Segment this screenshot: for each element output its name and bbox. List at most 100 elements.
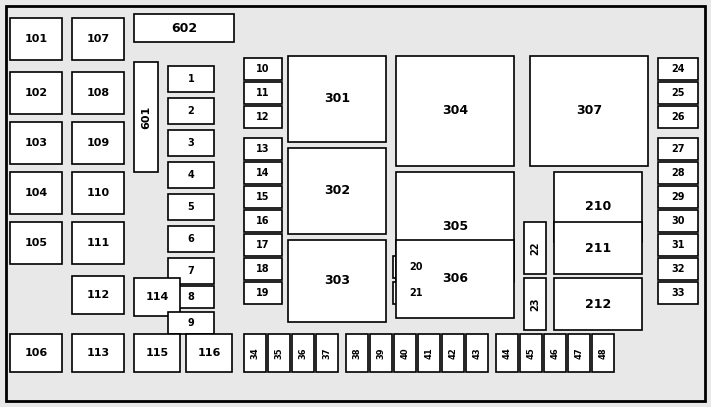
Text: 306: 306 <box>442 273 468 285</box>
FancyBboxPatch shape <box>554 222 642 274</box>
Text: 46: 46 <box>550 347 560 359</box>
Text: 107: 107 <box>87 34 109 44</box>
FancyBboxPatch shape <box>396 240 514 318</box>
FancyBboxPatch shape <box>658 82 698 104</box>
Text: 22: 22 <box>530 241 540 255</box>
FancyBboxPatch shape <box>72 334 124 372</box>
Text: 11: 11 <box>256 88 269 98</box>
FancyBboxPatch shape <box>10 122 62 164</box>
Text: 8: 8 <box>188 292 194 302</box>
FancyBboxPatch shape <box>244 186 282 208</box>
FancyBboxPatch shape <box>592 334 614 372</box>
Text: 12: 12 <box>256 112 269 122</box>
FancyBboxPatch shape <box>72 222 124 264</box>
FancyBboxPatch shape <box>658 282 698 304</box>
FancyBboxPatch shape <box>658 234 698 256</box>
Text: 3: 3 <box>188 138 194 148</box>
FancyBboxPatch shape <box>10 18 62 60</box>
Text: 110: 110 <box>87 188 109 198</box>
Text: 42: 42 <box>449 347 457 359</box>
Text: 14: 14 <box>256 168 269 178</box>
FancyBboxPatch shape <box>658 106 698 128</box>
Text: 17: 17 <box>256 240 269 250</box>
FancyBboxPatch shape <box>72 72 124 114</box>
FancyBboxPatch shape <box>244 210 282 232</box>
Text: 602: 602 <box>171 22 197 35</box>
FancyBboxPatch shape <box>168 98 214 124</box>
Text: 4: 4 <box>188 170 194 180</box>
Text: 32: 32 <box>671 264 685 274</box>
FancyBboxPatch shape <box>466 334 488 372</box>
Text: 304: 304 <box>442 105 468 118</box>
Text: 210: 210 <box>585 201 611 214</box>
Text: 106: 106 <box>24 348 48 358</box>
FancyBboxPatch shape <box>288 56 386 142</box>
Text: 30: 30 <box>671 216 685 226</box>
FancyBboxPatch shape <box>168 258 214 284</box>
FancyBboxPatch shape <box>524 222 546 274</box>
FancyBboxPatch shape <box>396 172 514 282</box>
Text: 26: 26 <box>671 112 685 122</box>
Text: 302: 302 <box>324 184 350 197</box>
FancyBboxPatch shape <box>168 66 214 92</box>
Text: 38: 38 <box>353 347 361 359</box>
Text: 113: 113 <box>87 348 109 358</box>
Text: 116: 116 <box>198 348 220 358</box>
Text: 115: 115 <box>146 348 169 358</box>
FancyBboxPatch shape <box>72 172 124 214</box>
FancyBboxPatch shape <box>134 14 234 42</box>
Text: 303: 303 <box>324 274 350 287</box>
FancyBboxPatch shape <box>134 278 180 316</box>
FancyBboxPatch shape <box>72 18 124 60</box>
Text: 41: 41 <box>424 347 434 359</box>
FancyBboxPatch shape <box>346 334 368 372</box>
Text: 601: 601 <box>141 105 151 129</box>
FancyBboxPatch shape <box>520 334 542 372</box>
FancyBboxPatch shape <box>244 162 282 184</box>
Text: 105: 105 <box>24 238 48 248</box>
FancyBboxPatch shape <box>496 334 518 372</box>
FancyBboxPatch shape <box>658 210 698 232</box>
FancyBboxPatch shape <box>658 138 698 160</box>
Text: 31: 31 <box>671 240 685 250</box>
FancyBboxPatch shape <box>244 82 282 104</box>
Text: 307: 307 <box>576 105 602 118</box>
FancyBboxPatch shape <box>244 234 282 256</box>
Text: 13: 13 <box>256 144 269 154</box>
FancyBboxPatch shape <box>244 138 282 160</box>
Text: 39: 39 <box>377 347 385 359</box>
FancyBboxPatch shape <box>244 282 282 304</box>
Text: 5: 5 <box>188 202 194 212</box>
FancyBboxPatch shape <box>524 278 546 330</box>
Text: 33: 33 <box>671 288 685 298</box>
FancyBboxPatch shape <box>554 278 642 330</box>
FancyBboxPatch shape <box>530 56 648 166</box>
FancyBboxPatch shape <box>268 334 290 372</box>
Text: 24: 24 <box>671 64 685 74</box>
FancyBboxPatch shape <box>10 172 62 214</box>
FancyBboxPatch shape <box>6 6 705 401</box>
Text: 28: 28 <box>671 168 685 178</box>
Text: 43: 43 <box>473 347 481 359</box>
FancyBboxPatch shape <box>10 334 62 372</box>
Text: 305: 305 <box>442 221 468 234</box>
FancyBboxPatch shape <box>568 334 590 372</box>
Text: 20: 20 <box>410 262 423 272</box>
FancyBboxPatch shape <box>292 334 314 372</box>
Text: 47: 47 <box>574 347 584 359</box>
Text: 25: 25 <box>671 88 685 98</box>
Text: 1: 1 <box>188 74 194 84</box>
FancyBboxPatch shape <box>244 106 282 128</box>
Text: 9: 9 <box>188 318 194 328</box>
Text: 109: 109 <box>86 138 109 148</box>
FancyBboxPatch shape <box>168 162 214 188</box>
FancyBboxPatch shape <box>393 282 439 304</box>
Text: 36: 36 <box>299 347 307 359</box>
Text: 19: 19 <box>256 288 269 298</box>
Text: 212: 212 <box>585 298 611 311</box>
Text: 2: 2 <box>188 106 194 116</box>
Text: 101: 101 <box>24 34 48 44</box>
FancyBboxPatch shape <box>168 194 214 220</box>
FancyBboxPatch shape <box>442 334 464 372</box>
Text: 18: 18 <box>256 264 269 274</box>
